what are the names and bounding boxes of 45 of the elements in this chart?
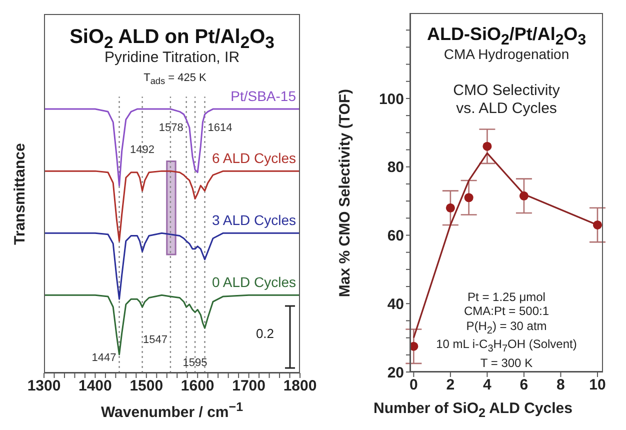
x-tick-label: 1800 — [283, 378, 317, 395]
series-label: 6 ALD Cycles — [212, 150, 296, 166]
x-tick-label: 1600 — [180, 378, 214, 395]
x-axis-title: Wavenumber / cm$^{−1}$ — [100, 400, 244, 421]
y-axis-title: Max % CMO Selectivity (TOF) — [336, 87, 354, 299]
point — [464, 193, 474, 202]
ref-line-label: 1547 — [142, 334, 168, 347]
text: Pt = 1.25 μmol CMA:Pt = 500:1 P(H$_{2}$) = 30 atm 10 mL i-C$_{3}$H$_{7}$OH (Solvent) T = 300 K — [436, 290, 577, 370]
y-tick-label: 60 — [387, 228, 404, 245]
x-tick-label: 1300 — [27, 378, 61, 395]
point — [482, 142, 492, 151]
point — [446, 203, 455, 212]
point — [519, 191, 528, 200]
y-axis-title: Transmittance — [12, 142, 28, 247]
ref-line-label: 1492 — [129, 144, 156, 157]
x-tick-label: 6 — [520, 376, 528, 394]
point — [592, 220, 602, 230]
chart-subtitle: Pyridine Titration, IR — [104, 49, 240, 66]
text: CMA Hydrogenation — [444, 46, 570, 62]
x-tick-label: 8 — [556, 376, 565, 394]
x-tick-label: 1500 — [130, 378, 164, 395]
series-label: Pt/SBA-15 — [230, 88, 296, 104]
point — [410, 342, 418, 351]
x-tick-label: 1400 — [78, 378, 112, 395]
x-tick-label: 2 — [446, 376, 455, 394]
y-tick-label: 40 — [387, 296, 404, 313]
chart-title: SiO$_{2}$ ALD on Pt/Al$_{2}$O$_{3}$ — [70, 26, 274, 52]
x-tick-label: 4 — [483, 376, 492, 394]
annotation: 0.2 — [254, 326, 276, 342]
ref-line-label: 1595 — [182, 357, 208, 370]
x-tick-label: 1700 — [232, 378, 266, 395]
ref-line-label: 1578 — [158, 122, 184, 135]
y-tick-label: 20 — [387, 364, 404, 382]
x-tick-label: 10 — [589, 376, 606, 394]
series-label: 3 ALD Cycles — [212, 212, 296, 228]
ref-line-label: 1447 — [92, 352, 116, 365]
annotation: CMO Selectivity vs. ALD Cycles — [452, 82, 561, 118]
text: ALD-SiO$_{2}$/Pt/Al$_{2}$O$_{3}$ — [426, 24, 586, 49]
y-tick-label: 100 — [378, 90, 404, 108]
y-tick-label: 80 — [387, 159, 404, 176]
text: T$_{ads}$ = 425 K — [142, 72, 208, 88]
x-tick-label: 0 — [410, 376, 418, 394]
x-axis-title: Number of SiO$_{2}$ ALD Cycles — [372, 400, 574, 420]
series-label: 0 ALD Cycles — [212, 274, 296, 290]
ref-line-label: 1614 — [208, 122, 232, 135]
